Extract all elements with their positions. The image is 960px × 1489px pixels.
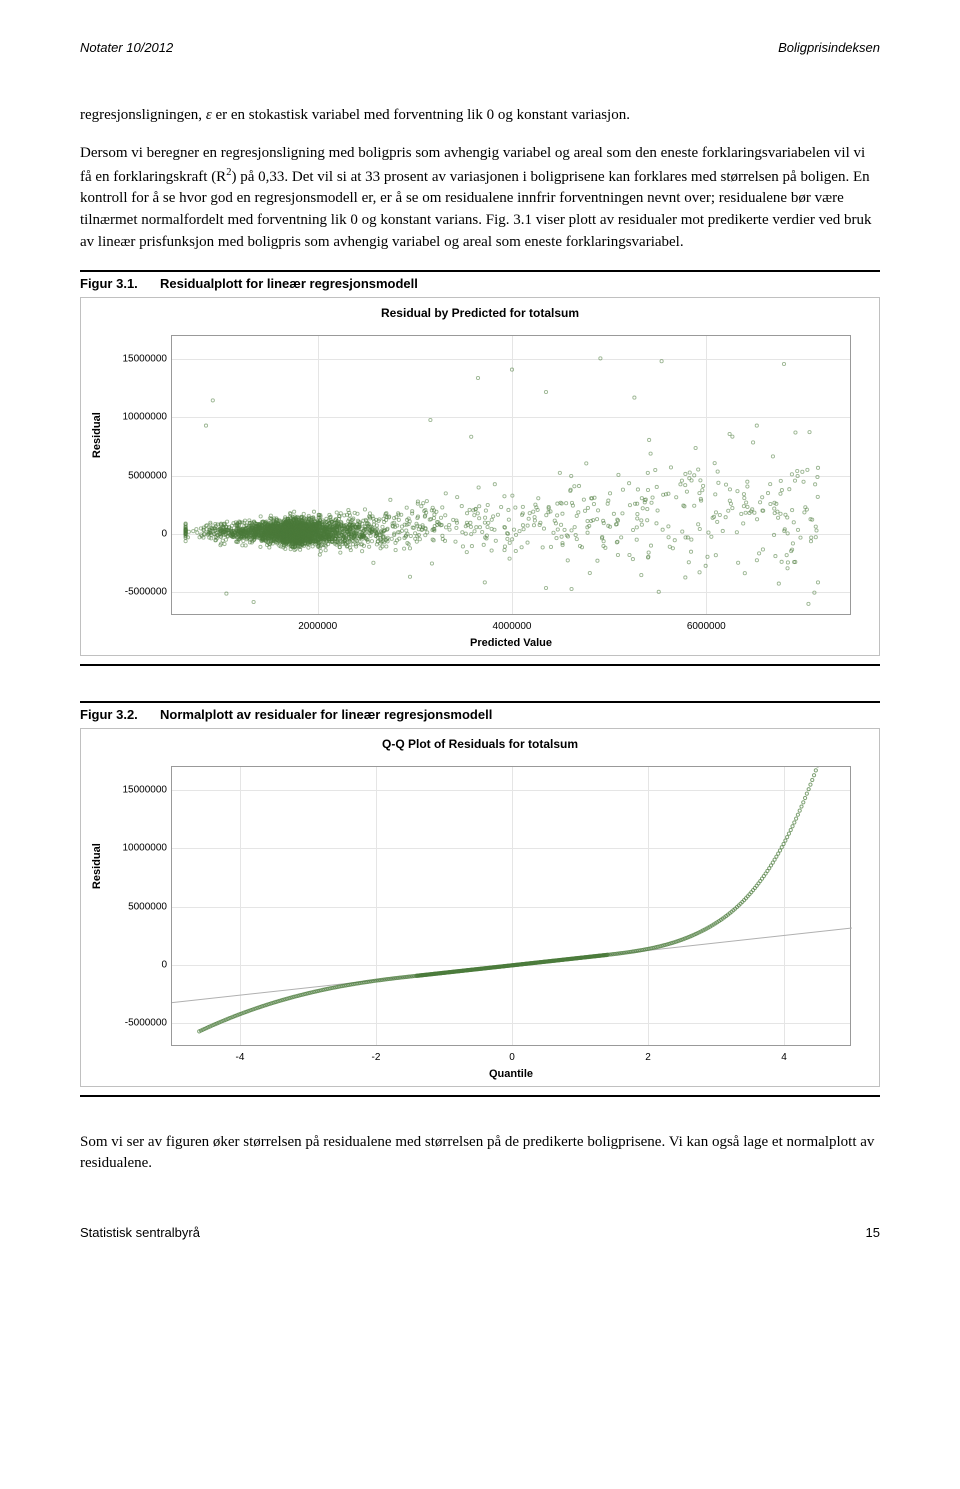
footer-right: 15 (866, 1225, 880, 1240)
chart-2-plot-area: Residual Quantile -500000005000000100000… (171, 766, 851, 1046)
residual-scatter-chart: Residual by Predicted for totalsum Resid… (80, 297, 880, 656)
figure-2-caption: Figur 3.2.Normalplott av residualer for … (80, 701, 880, 722)
page-header: Notater 10/2012 Boligprisindeksen (80, 40, 880, 55)
chart-1-plot-area: Residual Predicted Value -50000000500000… (171, 335, 851, 615)
header-left: Notater 10/2012 (80, 40, 173, 55)
figure-1-container: Residual by Predicted for totalsum Resid… (80, 297, 880, 666)
qq-plot-chart: Q-Q Plot of Residuals for totalsum Resid… (80, 728, 880, 1087)
paragraph-3: Som vi ser av figuren øker størrelsen på… (80, 1132, 880, 1176)
chart-1-ylabel: Residual (91, 412, 103, 458)
page-footer: Statistisk sentralbyrå 15 (80, 1225, 880, 1240)
figure-2-container: Q-Q Plot of Residuals for totalsum Resid… (80, 728, 880, 1097)
chart-1-title: Residual by Predicted for totalsum (81, 298, 879, 320)
paragraph-1: regresjonsligningen, ε er en stokastisk … (80, 105, 880, 127)
paragraph-2: Dersom vi beregner en regresjonsligning … (80, 143, 880, 254)
chart-2-xlabel: Quantile (489, 1068, 533, 1080)
footer-left: Statistisk sentralbyrå (80, 1225, 200, 1240)
header-right: Boligprisindeksen (778, 40, 880, 55)
figure-1-caption: Figur 3.1.Residualplott for lineær regre… (80, 270, 880, 291)
chart-1-xlabel: Predicted Value (470, 637, 552, 649)
chart-2-title: Q-Q Plot of Residuals for totalsum (81, 729, 879, 751)
chart-2-ylabel: Residual (91, 843, 103, 889)
